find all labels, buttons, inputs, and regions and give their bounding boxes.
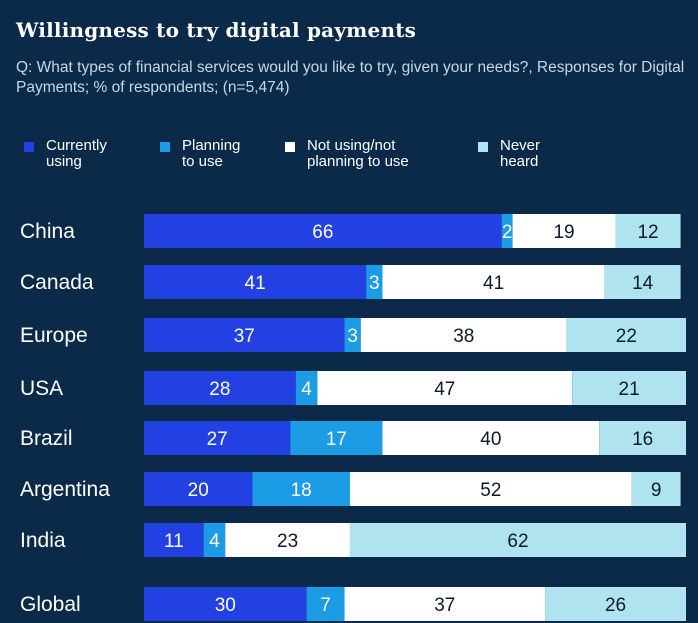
bar-europe-currently-using <box>144 318 345 352</box>
legend-swatch-currently-using <box>24 142 34 152</box>
bar-argentina-not-using-not-planning-to-use <box>349 472 632 506</box>
bar-brazil-planning-to-use <box>290 421 383 455</box>
chart-subtitle: Q: What types of financial services woul… <box>16 59 685 96</box>
bar-india-planning-to-use <box>203 523 226 557</box>
category-label-brazil: Brazil <box>20 427 73 450</box>
legend-label: Never <box>500 137 541 154</box>
data-label-global-planning-to-use: 7 <box>320 595 331 616</box>
legend-label: planning to use <box>307 153 409 170</box>
legend-item-never-heard: Never heard <box>478 138 650 170</box>
bar-china-currently-using <box>144 214 502 248</box>
data-label-brazil-not-using-not-planning-to-use: 40 <box>480 429 501 450</box>
data-label-india-never-heard: 62 <box>507 531 528 552</box>
bar-canada-not-using-not-planning-to-use <box>382 265 605 299</box>
data-label-brazil-currently-using: 27 <box>207 429 228 450</box>
legend-label: using <box>46 153 82 170</box>
legend-item-not-using: Not using/not planning to use <box>285 138 457 170</box>
bar-global-currently-using <box>144 587 307 621</box>
bar-europe-never-heard <box>566 318 686 352</box>
data-label-china-currently-using: 66 <box>312 222 333 243</box>
bar-usa-planning-to-use <box>295 371 318 405</box>
data-label-usa-currently-using: 28 <box>209 379 230 400</box>
legend-label: Not using/not <box>307 137 396 154</box>
bar-india-not-using-not-planning-to-use <box>225 523 350 557</box>
category-label-argentina: Argentina <box>20 478 110 501</box>
data-label-europe-never-heard: 22 <box>616 326 637 347</box>
bar-global-not-using-not-planning-to-use <box>344 587 546 621</box>
bar-china-planning-to-use <box>501 214 513 248</box>
data-label-europe-currently-using: 37 <box>234 326 255 347</box>
bar-china-not-using-not-planning-to-use <box>512 214 616 248</box>
data-label-india-currently-using: 11 <box>164 531 184 552</box>
bar-argentina-planning-to-use <box>252 472 350 506</box>
data-label-china-planning-to-use: 2 <box>502 222 513 243</box>
data-label-canada-currently-using: 41 <box>245 273 266 294</box>
legend-label: Currently <box>46 137 107 154</box>
bar-canada-planning-to-use <box>366 265 383 299</box>
data-label-global-currently-using: 30 <box>215 595 236 616</box>
data-label-brazil-never-heard: 16 <box>632 429 653 450</box>
data-label-india-not-using-not-planning-to-use: 23 <box>277 531 298 552</box>
legend: Currently using Planning to use Not usin… <box>0 138 698 178</box>
bar-usa-never-heard <box>572 371 686 405</box>
data-label-canada-never-heard: 14 <box>632 273 654 294</box>
category-label-canada: Canada <box>20 271 94 294</box>
category-label-usa: USA <box>20 377 63 400</box>
data-label-china-never-heard: 12 <box>637 222 658 243</box>
data-label-china-not-using-not-planning-to-use: 19 <box>553 222 574 243</box>
data-label-canada-not-using-not-planning-to-use: 41 <box>483 273 504 294</box>
data-label-europe-not-using-not-planning-to-use: 38 <box>453 326 474 347</box>
category-label-india: India <box>20 529 66 552</box>
legend-swatch-planning-to-use <box>160 142 170 152</box>
bar-india-never-heard <box>349 523 686 557</box>
category-label-global: Global <box>20 593 81 616</box>
legend-label: Planning <box>182 137 241 154</box>
bar-europe-not-using-not-planning-to-use <box>360 318 567 352</box>
bar-brazil-not-using-not-planning-to-use <box>382 421 600 455</box>
bar-europe-planning-to-use <box>344 318 361 352</box>
legend-label: heard <box>500 153 539 170</box>
data-label-argentina-currently-using: 20 <box>188 480 209 501</box>
bar-usa-not-using-not-planning-to-use <box>317 371 573 405</box>
data-label-europe-planning-to-use: 3 <box>347 326 358 347</box>
data-label-canada-planning-to-use: 3 <box>369 273 380 294</box>
bar-india-currently-using <box>144 523 204 557</box>
data-label-brazil-planning-to-use: 17 <box>326 429 347 450</box>
data-label-usa-planning-to-use: 4 <box>301 379 312 400</box>
data-label-global-not-using-not-planning-to-use: 37 <box>434 595 455 616</box>
bar-canada-never-heard <box>604 265 681 299</box>
bar-china-never-heard <box>615 214 681 248</box>
bar-global-planning-to-use <box>306 587 345 621</box>
data-label-argentina-not-using-not-planning-to-use: 52 <box>480 480 501 501</box>
category-label-europe: Europe <box>20 324 88 347</box>
data-label-usa-not-using-not-planning-to-use: 47 <box>434 379 455 400</box>
bar-brazil-never-heard <box>599 421 686 455</box>
data-label-india-planning-to-use: 4 <box>209 531 220 552</box>
bar-global-never-heard <box>545 587 686 621</box>
legend-item-currently-using: Currently using <box>24 138 196 170</box>
data-label-argentina-planning-to-use: 18 <box>291 480 312 501</box>
bar-usa-currently-using <box>144 371 296 405</box>
data-label-global-never-heard: 26 <box>605 595 626 616</box>
legend-label: to use <box>182 153 223 170</box>
bar-canada-currently-using <box>144 265 367 299</box>
bar-argentina-currently-using <box>144 472 253 506</box>
category-label-china: China <box>20 220 75 243</box>
bar-brazil-currently-using <box>144 421 291 455</box>
bar-argentina-never-heard <box>631 472 681 506</box>
data-label-argentina-never-heard: 9 <box>651 480 662 501</box>
data-label-usa-never-heard: 21 <box>619 379 640 400</box>
legend-swatch-not-using <box>285 142 295 152</box>
legend-item-planning-to-use: Planning to use <box>160 138 332 170</box>
legend-swatch-never-heard <box>478 142 488 152</box>
chart-title: Willingness to try digital payments <box>16 18 417 42</box>
